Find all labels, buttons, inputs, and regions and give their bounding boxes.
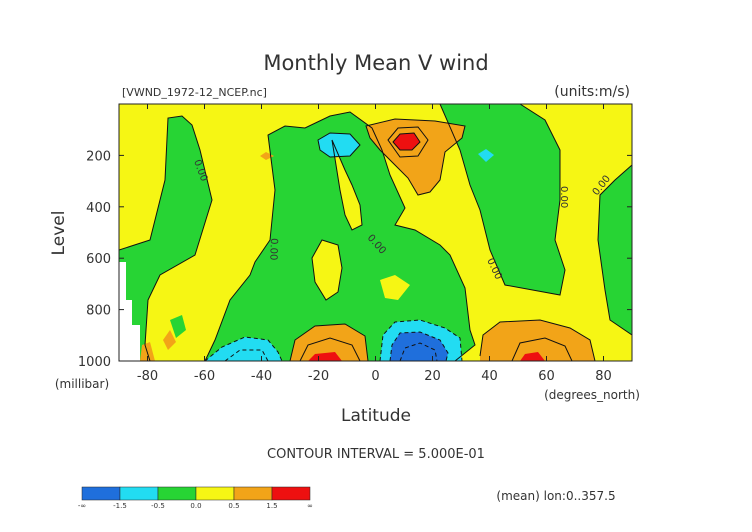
red-region-upper [393, 133, 420, 150]
y-tick-label: 400 [86, 201, 111, 216]
colorbar-swatch [271, 486, 311, 501]
orange-region-south-small [163, 330, 176, 350]
colorbar-swatch [119, 486, 159, 501]
green-region-central [205, 112, 475, 361]
colorbar-swatch [195, 486, 235, 501]
x-axis: -80 -60 -40 -20 0 20 40 60 80 [137, 104, 612, 384]
units-label: (units:m/s) [554, 84, 630, 100]
cyan-region-small [478, 149, 494, 162]
zero-label-5: 0.00 [558, 186, 569, 208]
yellow-pocket-upper-central [332, 140, 362, 230]
x-tick-label: 20 [424, 369, 441, 384]
yellow-pocket-mid-central [312, 240, 342, 300]
x-tick-label: 60 [538, 369, 555, 384]
y-axis: 200 400 600 800 1000 [78, 149, 632, 370]
x-tick-label: 40 [481, 369, 498, 384]
zero-label-2: 0.00 [267, 238, 279, 261]
green-region-southern [119, 116, 212, 361]
missing-data-patch [119, 262, 140, 361]
x-axis-label: Latitude [341, 406, 411, 426]
colorbar-label: ∞ [307, 502, 313, 510]
x-tick-label: -20 [308, 369, 329, 384]
colorbar-label: 0.0 [190, 502, 201, 510]
cyan-region-southern-surface [205, 337, 282, 361]
x-tick-label: -60 [194, 369, 215, 384]
x-tick-label: 0 [371, 369, 379, 384]
contour-lines [119, 104, 632, 361]
colorbar-label: 1.5 [266, 502, 277, 510]
x-unit-label: (degrees_north) [544, 388, 640, 402]
blue-region-tropical [390, 332, 448, 361]
colorbar-label: -1.5 [113, 502, 127, 510]
colorbar-label: -∞ [78, 502, 86, 510]
plot-area: 0.00 0.00 0.00 0.00 0.00 0.00 [119, 104, 632, 361]
green-region-north-upper [440, 104, 565, 295]
y-unit-label: (millibar) [55, 377, 109, 391]
yellow-pocket-lower-central [380, 275, 410, 300]
x-tick-label: -40 [251, 369, 272, 384]
red-region-south-surface [308, 352, 342, 361]
x-tick-label: -80 [137, 369, 158, 384]
colorbar-label: -0.5 [151, 502, 165, 510]
mean-note: (mean) lon:0..357.5 [496, 489, 615, 503]
x-tick-label: 80 [595, 369, 612, 384]
colorbar-swatch [81, 486, 121, 501]
colorbar-swatch [157, 486, 197, 501]
y-tick-label: 1000 [78, 355, 111, 370]
y-tick-label: 200 [86, 149, 111, 164]
y-tick-label: 600 [86, 252, 111, 267]
y-tick-label: 800 [86, 304, 111, 319]
colorbar: -∞ -1.5 -0.5 0.0 0.5 1.5 ∞ [78, 486, 313, 510]
cyan-region-upper [318, 133, 360, 157]
green-region-small-south [170, 315, 186, 338]
red-region-north-surface [520, 352, 545, 361]
colorbar-label: 0.5 [228, 502, 239, 510]
orange-region-south-surface [290, 324, 368, 361]
colorbar-swatch [233, 486, 273, 501]
orange-region-north-surface [480, 320, 595, 361]
source-label: [VWND_1972-12_NCEP.nc] [122, 86, 267, 99]
contour-interval-text: CONTOUR INTERVAL = 5.000E-01 [267, 447, 485, 462]
green-region-northern-edge [598, 165, 632, 335]
orange-region-south-tiny [260, 152, 274, 160]
chart-title: Monthly Mean V wind [263, 51, 488, 75]
y-axis-label: Level [49, 211, 69, 256]
